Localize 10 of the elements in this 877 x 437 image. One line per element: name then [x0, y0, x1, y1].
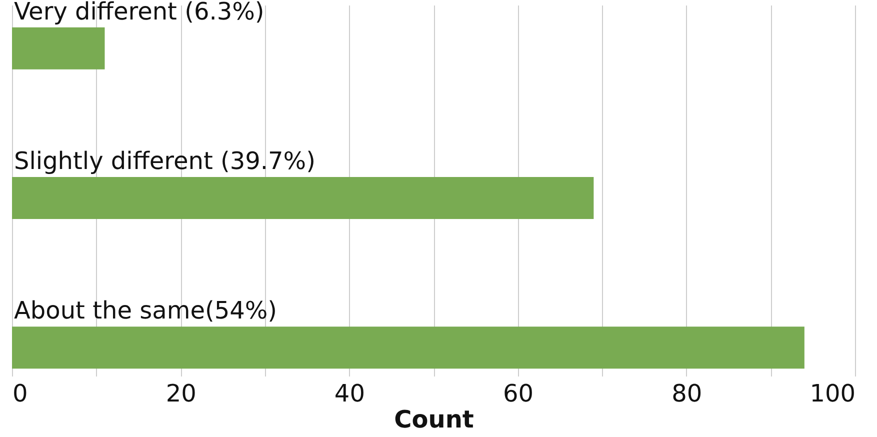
- x-tick-label: 40: [334, 380, 365, 408]
- x-tick-label: 0: [12, 380, 28, 408]
- x-tick-label: 60: [503, 380, 534, 408]
- x-axis-title: Count: [394, 406, 474, 434]
- y-tick-label: Very different (6.3%): [14, 0, 264, 26]
- x-tick-label: 80: [672, 380, 702, 408]
- y-tick-label: Slightly different (39.7%): [14, 146, 316, 175]
- y-tick-label: About the same(54%): [14, 296, 278, 325]
- x-tick-label: 100: [810, 380, 856, 408]
- x-tick-label: 20: [166, 380, 196, 408]
